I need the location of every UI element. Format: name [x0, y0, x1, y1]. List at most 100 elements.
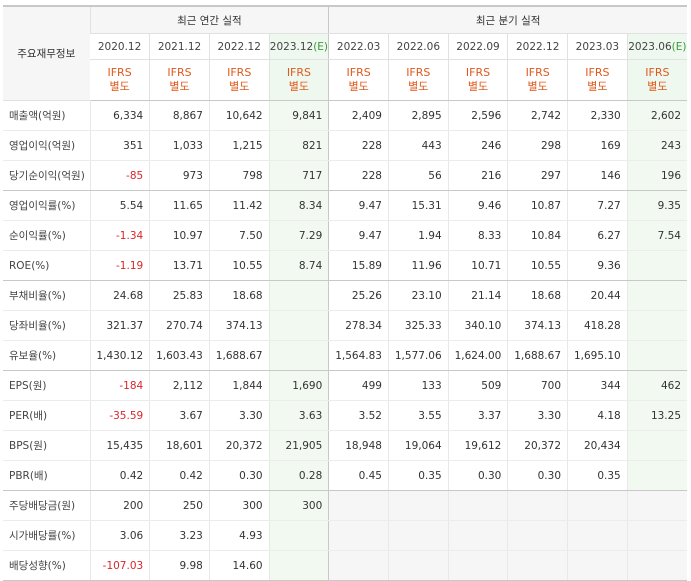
row-label: 배당성향(%): [3, 550, 90, 581]
data-cell: 0.30: [208, 460, 270, 491]
data-cell: 7.54: [626, 220, 687, 251]
data-cell: 10.97: [149, 220, 210, 251]
data-cell: 228: [328, 160, 389, 191]
period-label: 2022.09: [456, 40, 500, 53]
data-cell: 821: [268, 130, 329, 161]
ifrs-label: IFRS: [346, 66, 371, 79]
data-cell: 13.25: [626, 400, 687, 431]
ifrs-label: IFRS: [286, 66, 312, 79]
data-cell: -1.19: [89, 250, 150, 281]
data-cell: [567, 550, 628, 581]
data-cell: 10.87: [507, 190, 568, 221]
row-label: EPS(원): [3, 370, 90, 401]
data-cell: 1,033: [149, 130, 210, 161]
data-cell: 4.18: [567, 400, 628, 431]
ifrs-standard-header: IFRS 별도: [567, 59, 628, 101]
data-cell: [626, 340, 687, 371]
financial-summary-table: 주요재무정보 최근 연간 실적 최근 분기 실적 2020.12 2021.12 2…: [3, 5, 687, 581]
period-label: 2022.03: [336, 40, 381, 53]
period-header: 2022.12: [208, 33, 270, 60]
data-cell: 462: [626, 370, 687, 401]
row-label: ROE(%): [3, 250, 90, 281]
data-cell: [328, 550, 389, 581]
data-cell: 9.35: [626, 190, 687, 221]
separate-statement-label: 별도: [109, 80, 130, 93]
data-cell: 2,112: [149, 370, 210, 401]
row-label: 영업이익(억원): [3, 130, 90, 161]
period-label: 2021.12: [157, 40, 202, 53]
data-cell: 14.60: [208, 550, 270, 581]
data-cell: 8.33: [447, 220, 508, 251]
data-cell: -35.59: [89, 400, 150, 431]
data-cell: [507, 490, 568, 521]
row-header-label: 주요재무정보: [3, 5, 90, 101]
data-cell: 20,434: [567, 430, 628, 461]
data-cell: 9.47: [328, 190, 389, 221]
data-cell: [447, 520, 508, 551]
period-label: 2020.12: [97, 40, 142, 53]
table-row: 순이익률(%) -1.34 10.97 7.50 7.29 9.47 1.94 8.33 10.…: [3, 220, 687, 251]
data-cell: 250: [149, 490, 210, 521]
data-cell: 20.44: [567, 280, 628, 311]
ifrs-standard-header: IFRS 별도: [149, 59, 210, 101]
table-row: 시가배당률(%) 3.06 3.23 4.93: [3, 520, 687, 551]
row-label: BPS(원): [3, 430, 90, 461]
data-cell: 3.30: [507, 400, 568, 431]
data-cell: [626, 550, 687, 581]
ifrs-standard-header: IFRS 별도: [328, 59, 389, 101]
data-cell: 11.42: [208, 190, 270, 221]
data-cell: [507, 550, 568, 581]
data-cell: -184: [89, 370, 150, 401]
data-cell: 133: [387, 370, 449, 401]
data-cell: 10,642: [208, 100, 270, 131]
data-cell: 18,601: [149, 430, 210, 461]
data-cell: 243: [626, 130, 687, 161]
data-cell: 6,334: [89, 100, 150, 131]
data-cell: 321.37: [89, 310, 150, 341]
data-cell: 15,435: [89, 430, 150, 461]
table-row: 매출액(억원) 6,334 8,867 10,642 9,841 2,409 2,895 2,…: [3, 100, 687, 131]
period-label: 2023.06: [628, 40, 672, 53]
data-cell: 169: [567, 130, 628, 161]
table-row: 영업이익(억원) 351 1,033 1,215 821 228 443 246 298 169 2…: [3, 130, 687, 161]
data-cell: -107.03: [89, 550, 150, 581]
data-cell: 25.26: [328, 280, 389, 311]
row-label: 주당배당금(원): [3, 490, 90, 521]
data-cell: 246: [447, 130, 508, 161]
ifrs-standard-header: IFRS 별도: [208, 59, 270, 101]
period-header: 2022.09: [447, 33, 508, 60]
data-cell: [387, 490, 449, 521]
data-cell: 298: [507, 130, 568, 161]
data-cell: 216: [447, 160, 508, 191]
period-header: 2023.03: [567, 33, 628, 60]
table-row: 배당성향(%) -107.03 9.98 14.60: [3, 550, 687, 581]
period-header: 2022.03: [328, 33, 389, 60]
ifrs-standard-header: IFRS 별도: [268, 59, 329, 101]
table-row: EPS(원) -184 2,112 1,844 1,690 499 133 509 700 344…: [3, 370, 687, 401]
data-cell: 8.34: [268, 190, 329, 221]
data-cell: 1,844: [208, 370, 270, 401]
row-label: PER(배): [3, 400, 90, 431]
period-header: 2022.06: [387, 33, 449, 60]
data-cell: 2,330: [567, 100, 628, 131]
period-label: 2022.12: [515, 40, 560, 53]
ifrs-standard-header: IFRS 별도: [507, 59, 568, 101]
data-cell: 3.52: [328, 400, 389, 431]
data-cell: 300: [268, 490, 329, 521]
row-label: 매출액(억원): [3, 100, 90, 131]
table-row: 당좌비율(%) 321.37 270.74 374.13 278.34 325.33 340…: [3, 310, 687, 341]
data-cell: [567, 520, 628, 551]
data-cell: 270.74: [149, 310, 210, 341]
data-cell: [268, 280, 329, 311]
data-cell: -1.34: [89, 220, 150, 251]
data-cell: 18.68: [507, 280, 568, 311]
row-label: PBR(배): [3, 460, 90, 491]
data-cell: 15.31: [387, 190, 449, 221]
data-cell: 374.13: [507, 310, 568, 341]
data-cell: [626, 280, 687, 311]
data-cell: 13.71: [149, 250, 210, 281]
data-cell: [626, 490, 687, 521]
separate-statement-label: 별도: [467, 80, 489, 93]
data-cell: 9.47: [328, 220, 389, 251]
data-cell: [626, 460, 687, 491]
